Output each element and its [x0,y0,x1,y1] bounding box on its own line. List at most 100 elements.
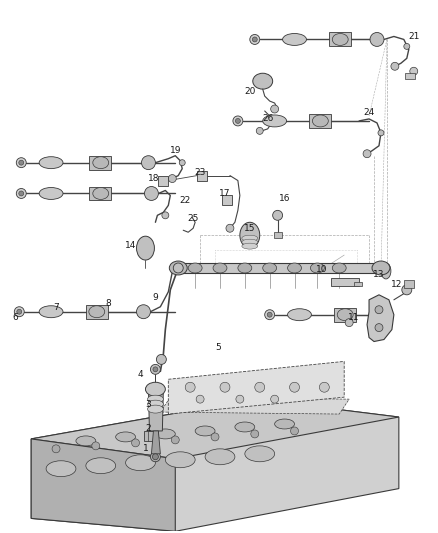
Ellipse shape [242,243,258,249]
Ellipse shape [86,458,116,474]
Text: 26: 26 [262,115,273,124]
Circle shape [256,127,263,134]
Circle shape [363,150,371,158]
Circle shape [236,395,244,403]
Text: 7: 7 [53,303,59,312]
Ellipse shape [372,261,390,275]
Polygon shape [160,397,349,414]
Ellipse shape [205,449,235,465]
Circle shape [273,211,283,220]
Circle shape [271,395,279,403]
Ellipse shape [93,157,109,168]
Circle shape [220,382,230,392]
Circle shape [391,62,399,70]
Text: 8: 8 [106,299,112,308]
Bar [329,33,351,46]
Ellipse shape [238,263,252,273]
Bar [331,278,359,286]
Circle shape [16,189,26,198]
Circle shape [17,309,22,314]
Circle shape [402,285,412,295]
Ellipse shape [165,452,195,468]
Circle shape [153,367,158,372]
Ellipse shape [263,115,286,127]
Ellipse shape [332,34,348,45]
Ellipse shape [263,263,277,273]
Circle shape [267,312,272,317]
Polygon shape [31,399,399,531]
Circle shape [171,436,179,444]
Polygon shape [148,389,163,431]
Bar [178,263,381,273]
Text: 10: 10 [316,265,327,274]
Ellipse shape [381,263,391,279]
Circle shape [19,160,24,165]
Polygon shape [31,439,175,531]
Polygon shape [152,431,160,454]
Ellipse shape [145,382,165,396]
Text: 12: 12 [391,280,403,289]
Bar [354,282,362,286]
Ellipse shape [288,263,301,273]
Ellipse shape [39,157,63,168]
Circle shape [162,212,169,219]
Circle shape [404,43,410,50]
Ellipse shape [89,306,105,318]
Ellipse shape [275,419,294,429]
Ellipse shape [332,263,346,273]
Text: 23: 23 [194,168,206,177]
Circle shape [92,442,100,450]
Text: 4: 4 [138,370,143,379]
Circle shape [179,160,185,166]
Circle shape [19,191,24,196]
Bar [145,431,159,441]
Text: 20: 20 [244,87,255,95]
Ellipse shape [312,115,328,127]
Text: 19: 19 [170,146,181,155]
Circle shape [131,439,140,447]
Ellipse shape [76,436,96,446]
Text: 24: 24 [364,109,374,117]
Text: 21: 21 [408,32,420,41]
Ellipse shape [155,429,175,439]
Polygon shape [367,295,394,342]
Text: 25: 25 [187,214,199,223]
Ellipse shape [195,426,215,436]
Ellipse shape [137,236,155,260]
Ellipse shape [170,261,187,275]
Ellipse shape [39,306,63,318]
Ellipse shape [148,405,163,413]
Circle shape [255,382,265,392]
Text: 18: 18 [148,174,159,183]
Circle shape [345,319,353,327]
Circle shape [265,310,275,320]
Ellipse shape [235,422,255,432]
Circle shape [271,105,279,113]
Text: 14: 14 [125,240,136,249]
Text: 3: 3 [145,400,151,409]
Circle shape [152,454,159,460]
Bar [222,196,232,205]
Text: 5: 5 [215,343,221,352]
Text: 15: 15 [244,224,255,233]
Circle shape [185,382,195,392]
Ellipse shape [145,187,159,200]
Bar [334,308,356,321]
Ellipse shape [148,395,163,403]
Ellipse shape [46,461,76,477]
Circle shape [226,224,234,232]
Text: 11: 11 [348,313,360,322]
Circle shape [150,365,160,374]
Text: 1: 1 [143,445,148,454]
Text: 17: 17 [219,189,231,198]
Ellipse shape [137,305,150,319]
Circle shape [410,67,418,75]
Bar [274,232,282,238]
Bar [404,280,414,288]
Bar [89,187,111,200]
Ellipse shape [240,222,260,248]
Text: 2: 2 [146,424,151,433]
Bar [89,156,111,169]
Ellipse shape [288,309,311,321]
Ellipse shape [242,235,258,241]
